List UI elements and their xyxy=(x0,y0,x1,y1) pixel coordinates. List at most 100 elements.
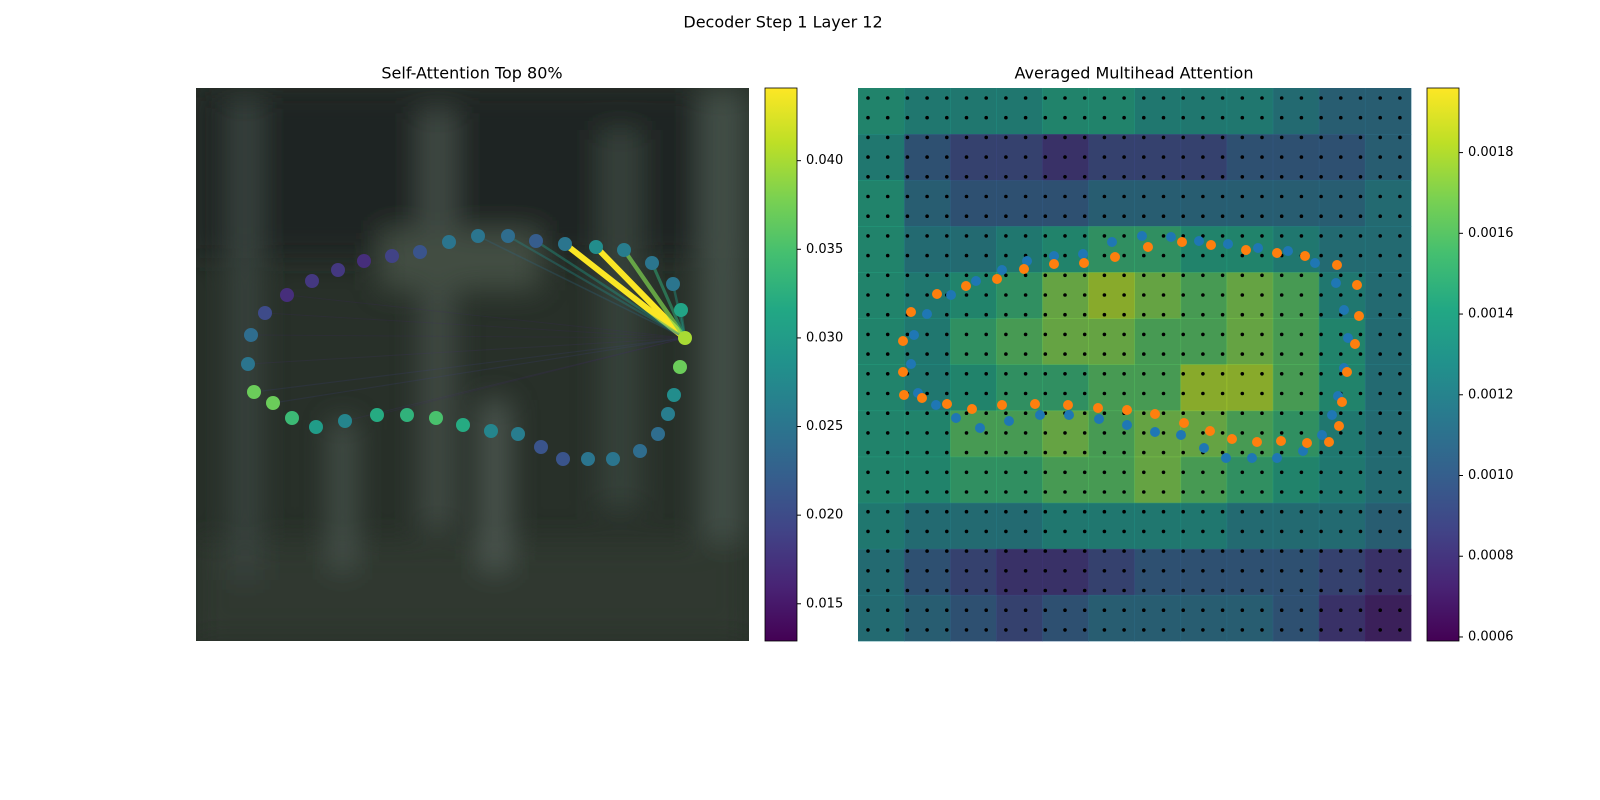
grid-dot xyxy=(1240,96,1245,100)
grid-dot xyxy=(1023,273,1028,278)
grid-dot xyxy=(1161,293,1166,297)
grid-dot xyxy=(1122,115,1126,120)
point xyxy=(429,411,443,425)
point xyxy=(1166,232,1176,242)
grid-dot xyxy=(1358,155,1363,159)
grid-dot xyxy=(1299,96,1304,100)
grid-dot xyxy=(1378,175,1382,179)
grid-dot xyxy=(1299,273,1304,278)
grid-dot xyxy=(1220,293,1225,297)
grid-dot xyxy=(1398,234,1402,238)
grid-dot xyxy=(1358,214,1363,218)
heatmap-cell xyxy=(1364,134,1412,181)
grid-dot xyxy=(1299,608,1304,612)
grid-dot xyxy=(1220,411,1225,416)
grid-dot xyxy=(1299,490,1304,494)
grid-dot xyxy=(984,135,988,140)
grid-dot xyxy=(1378,490,1382,494)
grid-dot xyxy=(1220,569,1225,573)
grid-dot xyxy=(1260,155,1264,159)
point xyxy=(906,307,916,317)
grid-dot xyxy=(1378,509,1382,514)
grid-dot xyxy=(885,450,890,455)
point xyxy=(1205,426,1215,436)
grid-dot xyxy=(1398,175,1402,179)
grid-dot xyxy=(1161,391,1166,396)
grid-dot xyxy=(885,529,890,534)
grid-dot xyxy=(1240,628,1245,632)
grid-dot xyxy=(1299,569,1304,573)
grid-dot xyxy=(1043,312,1048,317)
grid-dot xyxy=(1023,549,1028,553)
grid-dot xyxy=(945,194,949,199)
grid-dot xyxy=(964,529,969,534)
heatmap-cell xyxy=(1134,318,1182,365)
grid-dot xyxy=(1240,234,1245,238)
heatmap-cell xyxy=(1226,180,1274,227)
heatmap-cell xyxy=(858,594,905,642)
grid-dot xyxy=(1142,293,1146,297)
grid-dot xyxy=(1299,628,1304,632)
grid-dot xyxy=(1220,352,1225,356)
grid-dot xyxy=(1102,96,1107,100)
heatmap-cell xyxy=(858,226,905,273)
grid-dot xyxy=(1023,509,1028,514)
point xyxy=(1332,260,1342,270)
grid-dot xyxy=(1122,391,1126,396)
grid-dot xyxy=(1201,509,1205,514)
grid-dot xyxy=(905,529,910,534)
grid-dot xyxy=(885,372,890,376)
heatmap-cell xyxy=(1272,410,1320,458)
grid-dot xyxy=(1004,608,1008,612)
grid-dot xyxy=(1082,549,1087,553)
heatmap-cell xyxy=(996,134,1043,181)
grid-dot xyxy=(1142,96,1146,100)
colorbar-tick-label: 0.0012 xyxy=(1468,387,1514,402)
heatmap-cell xyxy=(1272,134,1320,181)
grid-dot xyxy=(1339,155,1343,159)
grid-dot xyxy=(1043,214,1048,218)
grid-dot xyxy=(1004,490,1008,494)
grid-dot xyxy=(1082,450,1087,455)
heatmap-cell xyxy=(858,502,905,550)
grid-dot xyxy=(1220,312,1225,317)
heatmap-cell xyxy=(1180,88,1228,135)
grid-dot xyxy=(1201,431,1205,435)
grid-dot xyxy=(1082,588,1087,593)
heatmap-cell xyxy=(1180,318,1228,365)
grid-dot xyxy=(1319,628,1323,632)
grid-dot xyxy=(1122,628,1126,632)
grid-dot xyxy=(1161,509,1166,514)
grid-dot xyxy=(1398,628,1402,632)
grid-dot xyxy=(925,96,929,100)
grid-dot xyxy=(1220,214,1225,218)
heatmap-cell xyxy=(904,226,951,273)
grid-dot xyxy=(1142,253,1146,258)
grid-dot xyxy=(1063,234,1067,238)
grid-dot xyxy=(1043,115,1048,120)
grid-dot xyxy=(1122,332,1126,337)
grid-dot xyxy=(1358,490,1363,494)
grid-dot xyxy=(1023,588,1028,593)
grid-dot xyxy=(1279,194,1284,199)
grid-dot xyxy=(1299,155,1304,159)
heatmap-cell xyxy=(1088,134,1135,181)
grid-dot xyxy=(1063,509,1067,514)
point xyxy=(1004,416,1014,426)
grid-dot xyxy=(1161,155,1166,159)
heatmap-cell xyxy=(904,456,951,504)
grid-dot xyxy=(1004,431,1008,435)
grid-dot xyxy=(1299,352,1304,356)
grid-dot xyxy=(1161,569,1166,573)
grid-dot xyxy=(1299,372,1304,376)
grid-dot xyxy=(1319,115,1323,120)
point xyxy=(1324,437,1334,447)
heatmap-cell xyxy=(1226,88,1274,135)
grid-dot xyxy=(1043,509,1048,514)
grid-dot xyxy=(1161,490,1166,494)
grid-dot xyxy=(1240,450,1245,455)
grid-dot xyxy=(1398,549,1402,553)
grid-dot xyxy=(1299,194,1304,199)
panel-title: Averaged Multihead Attention xyxy=(1015,64,1254,83)
grid-dot xyxy=(984,509,988,514)
